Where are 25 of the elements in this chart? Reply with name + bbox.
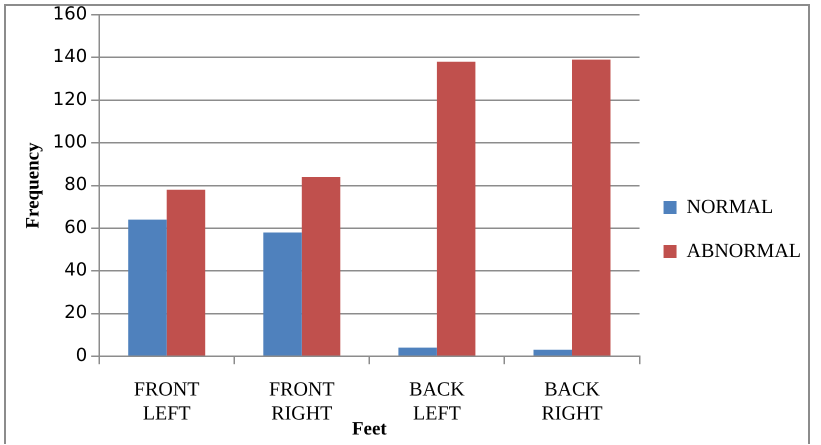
y-tick-label: 120 [52, 88, 88, 110]
x-tick-label: BACK RIGHT [541, 378, 603, 424]
y-tick-label: 60 [64, 216, 88, 238]
bar [166, 190, 206, 356]
x-tick-label: FRONT LEFT [134, 378, 200, 424]
legend-label: NORMAL [686, 196, 774, 218]
y-tick-label: 80 [64, 174, 88, 196]
y-tick-label: 160 [52, 3, 88, 24]
bar [436, 62, 476, 356]
bar [302, 176, 340, 356]
y-tick-label: 140 [52, 46, 88, 68]
x-tick-label: FRONT RIGHT [269, 378, 335, 424]
y-tick-label: 0 [76, 344, 88, 366]
y-axis-title: Frequency [22, 142, 44, 229]
y-tick-label: 20 [64, 302, 88, 324]
bar [263, 232, 302, 356]
bar [398, 348, 437, 356]
y-tick-label: 40 [64, 260, 88, 281]
legend-label: ABNORMAL [686, 240, 801, 262]
x-axis-title: Feet [352, 418, 388, 440]
x-tick-label: BACK LEFT [409, 378, 466, 424]
y-tick-label: 100 [52, 131, 88, 152]
bar [128, 220, 167, 356]
bar [533, 350, 572, 356]
bar [572, 60, 610, 356]
